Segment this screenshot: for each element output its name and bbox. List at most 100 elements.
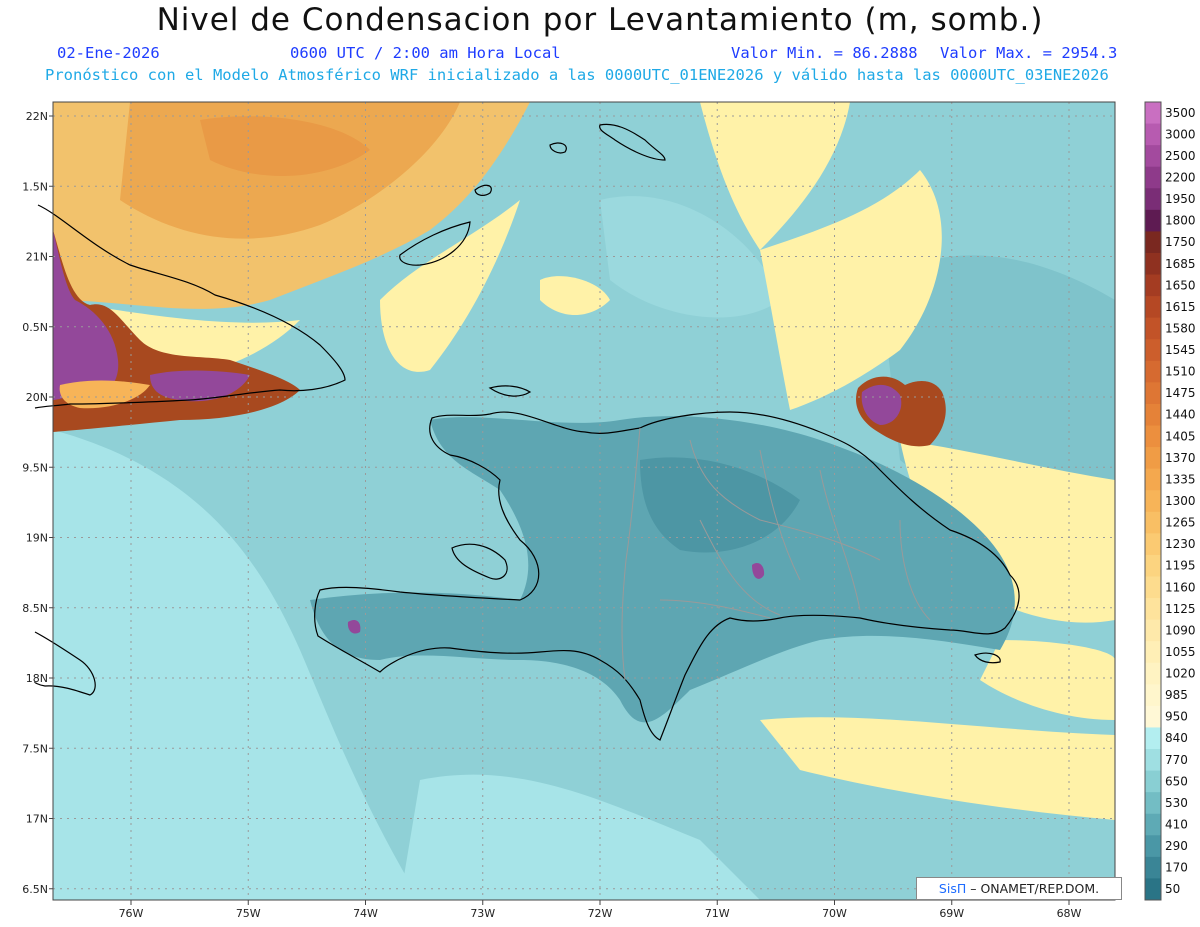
- colorbar-swatch: [1145, 576, 1161, 599]
- colorbar-swatch: [1145, 360, 1161, 383]
- field-yellow-east: [900, 440, 1115, 623]
- colorbar-swatch: [1145, 641, 1161, 664]
- coast-jamaica: [34, 631, 96, 696]
- colorbar-label: 290: [1165, 839, 1188, 853]
- field-yellow-band-1: [380, 200, 520, 372]
- lon-label: 68W: [1057, 907, 1082, 920]
- colorbar-label: 1335: [1165, 472, 1196, 486]
- colorbar-swatch: [1145, 447, 1161, 470]
- colorbar-swatch: [1145, 533, 1161, 556]
- coast-gonave: [451, 543, 508, 580]
- colorbar-swatch: [1145, 382, 1161, 405]
- lat-label: 7.5N: [22, 742, 48, 755]
- colorbar-label: 410: [1165, 818, 1188, 832]
- colorbar-label: 1230: [1165, 537, 1196, 551]
- value-max: Valor Max. = 2954.3: [940, 44, 1118, 62]
- colorbar-swatch: [1145, 792, 1161, 815]
- colorbar-swatch: [1145, 209, 1161, 232]
- colorbar-label: 1545: [1165, 343, 1196, 357]
- colorbar-swatch: [1145, 490, 1161, 513]
- colorbar-label: 1090: [1165, 623, 1196, 637]
- chart-title: Nivel de Condensacion por Levantamiento …: [156, 2, 1044, 38]
- lat-label: 6.5N: [22, 883, 48, 896]
- plot-frame: [52, 101, 1116, 901]
- colorbar-label: 1160: [1165, 580, 1196, 594]
- colorbar-label: 170: [1165, 861, 1188, 875]
- lat-label: 17N: [26, 813, 48, 826]
- colorbar-swatch: [1145, 296, 1161, 319]
- longitude-labels: 76W 75W 74W 73W 72W 71W 70W 69W 68W: [119, 900, 1082, 920]
- province-boundaries: [621, 427, 931, 681]
- field-light-cyan-s: [400, 774, 760, 900]
- colorbar-label: 1195: [1165, 559, 1196, 573]
- colorbar-label: 1405: [1165, 429, 1196, 443]
- lon-label: 70W: [822, 907, 847, 920]
- field-yellow-band-n: [700, 102, 850, 250]
- colorbar-label: 1580: [1165, 321, 1196, 335]
- credit-box: SisΠ – ONAMET/REP.DOM.: [916, 877, 1122, 900]
- colorbar-label: 1615: [1165, 300, 1196, 314]
- field-orange-dark: [200, 116, 370, 177]
- colorbar-label: 530: [1165, 796, 1188, 810]
- colorbar-label: 1265: [1165, 516, 1196, 530]
- colorbar-label: 1650: [1165, 278, 1196, 292]
- field-purple-cuba-e: [150, 370, 250, 402]
- colorbar-label: 1800: [1165, 214, 1196, 228]
- field-hispaniola-land: [310, 416, 1015, 723]
- colorbar-label: 1300: [1165, 494, 1196, 508]
- coast-cuba: [34, 204, 346, 409]
- colorbar-label: 1440: [1165, 408, 1196, 422]
- colorbar-label: 1370: [1165, 451, 1196, 465]
- coast-saona: [974, 652, 1001, 664]
- colorbar-swatch: [1145, 705, 1161, 728]
- field-yellow-small: [540, 276, 610, 315]
- colorbar-frame: [1144, 101, 1162, 901]
- colorbar-swatch: [1145, 274, 1161, 297]
- lat-label: 1.5N: [22, 180, 48, 193]
- field-purple-ne: [861, 384, 902, 425]
- lat-label: 20N: [26, 391, 48, 404]
- field-light-cyan-sw: [53, 430, 420, 900]
- colorbar-label: 1685: [1165, 257, 1196, 271]
- colorbar-swatch: [1145, 619, 1161, 642]
- lat-lon-grid: [53, 102, 1115, 900]
- field-purple-hotspot-1: [752, 563, 765, 579]
- colorbar-label: 50: [1165, 882, 1180, 896]
- field-purple-hotspot-2: [347, 620, 361, 634]
- colorbar-label: 2500: [1165, 149, 1196, 163]
- colorbar-label: 1475: [1165, 386, 1196, 400]
- colorbar-label: 650: [1165, 774, 1188, 788]
- colorbar-swatch: [1145, 102, 1161, 125]
- model-info-line: Pronóstico con el Modelo Atmosférico WRF…: [45, 66, 1109, 84]
- colorbar-swatch: [1145, 425, 1161, 448]
- colorbar-label: 1020: [1165, 667, 1196, 681]
- colorbar-swatch: [1145, 813, 1161, 836]
- coast-hispaniola: [314, 411, 1020, 741]
- colorbar-label: 3500: [1165, 106, 1196, 120]
- colorbar-swatch: [1145, 662, 1161, 685]
- lon-label: 71W: [705, 907, 730, 920]
- field-yellow-band-c: [760, 170, 942, 410]
- forecast-time: 0600 UTC / 2:00 am Hora Local: [290, 44, 561, 62]
- lon-label: 73W: [470, 907, 495, 920]
- colorbar-swatch: [1145, 123, 1161, 146]
- colorbar-label: 1510: [1165, 365, 1196, 379]
- lat-label: 9.5N: [22, 461, 48, 474]
- lon-label: 72W: [588, 907, 613, 920]
- colorbar-label: 985: [1165, 688, 1188, 702]
- coast-tortuga: [488, 385, 532, 397]
- colorbar-swatch: [1145, 403, 1161, 427]
- lon-label: 75W: [236, 907, 261, 920]
- field-yellow-se: [980, 640, 1115, 720]
- lon-label: 76W: [119, 907, 144, 920]
- colorbar-swatch: [1145, 770, 1161, 793]
- lat-label: 21N: [26, 251, 48, 264]
- colorbar-swatch: [1145, 317, 1161, 340]
- colorbar-swatch: [1145, 684, 1161, 707]
- forecast-date: 02-Ene-2026: [57, 44, 160, 62]
- coast-acklins: [474, 184, 492, 196]
- colorbar-label: 1125: [1165, 602, 1196, 616]
- lat-label: 0.5N: [22, 321, 48, 334]
- colorbar-swatch: [1145, 166, 1161, 189]
